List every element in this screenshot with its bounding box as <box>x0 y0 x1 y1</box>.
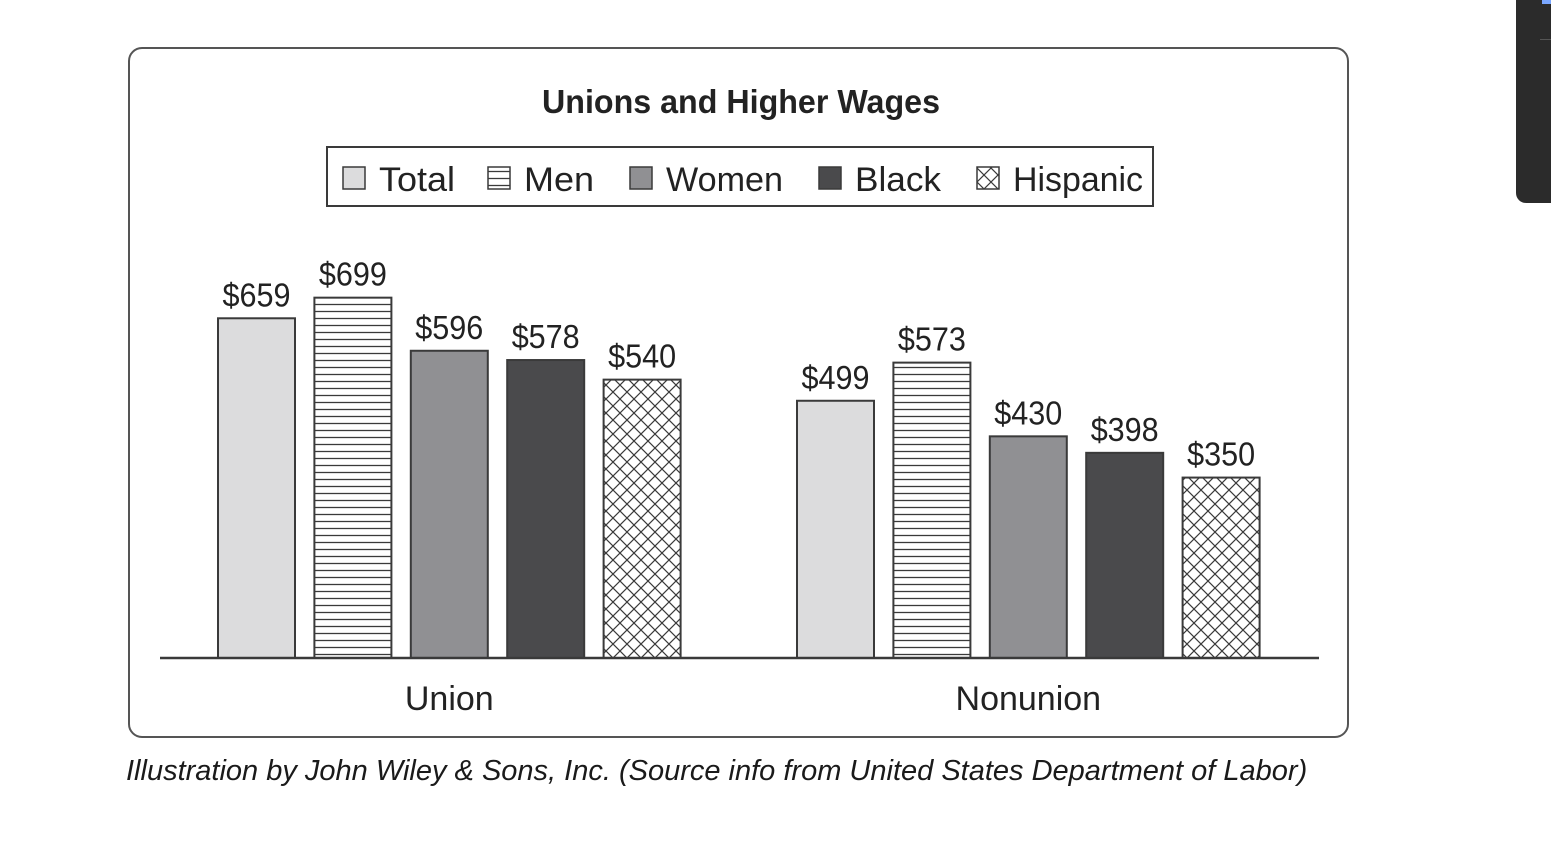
bar-union-hispanic <box>602 378 682 659</box>
bar-union-men <box>313 296 393 659</box>
value-label-union-men: $699 <box>319 256 387 293</box>
bar-nonunion-total <box>796 399 875 659</box>
bar-union-total <box>217 317 296 659</box>
category-labels-layer: Union Nonunion <box>405 680 1101 718</box>
category-label-union: Union <box>405 680 494 718</box>
bar-nonunion-hispanic <box>1181 476 1261 660</box>
legend-swatch-hispanic <box>976 166 1000 190</box>
side-panel-link[interactable] <box>1542 0 1551 4</box>
bar-union-women <box>409 349 489 659</box>
legend-label-men: Men <box>524 161 594 199</box>
legend-swatch-black <box>818 166 842 190</box>
side-panel[interactable] <box>1516 0 1551 203</box>
value-labels-layer: $659 $699 $596 $578 $540 $499 $573 $430 $398 $350 <box>223 256 1256 473</box>
value-label-nonunion-hispanic: $350 <box>1187 436 1255 473</box>
legend-label-hispanic: Hispanic <box>1013 161 1143 199</box>
bar-nonunion-black <box>1085 451 1165 659</box>
legend-label-women: Women <box>666 161 783 199</box>
chart-card: Unions and Higher Wages Total Men Women Bla… <box>128 47 1349 738</box>
bar-nonunion-men <box>892 361 972 659</box>
legend-box <box>326 146 1154 207</box>
bars-layer <box>217 296 1261 660</box>
legend-swatch-total <box>342 166 366 190</box>
figure-caption: Illustration by John Wiley & Sons, Inc. … <box>126 755 1308 787</box>
side-panel-divider <box>1540 39 1551 40</box>
chart-title: Unions and Higher Wages <box>542 83 940 120</box>
value-label-union-total: $659 <box>223 276 291 313</box>
chart-legend: Total Men Women Black Hispanic <box>326 146 1154 207</box>
legend-label-total: Total <box>379 161 455 199</box>
legend-swatch-men <box>487 166 511 190</box>
value-label-union-black: $578 <box>512 318 580 355</box>
value-label-nonunion-men: $573 <box>898 321 966 358</box>
bar-nonunion-women <box>988 435 1068 659</box>
value-label-nonunion-black: $398 <box>1091 411 1159 448</box>
legend-label-black: Black <box>855 161 942 199</box>
bar-chart: Unions and Higher Wages Total Men Women Bla… <box>160 83 1319 718</box>
cropped-heading-fragment <box>290 0 750 6</box>
category-label-nonunion: Nonunion <box>956 680 1102 718</box>
legend-swatch-women <box>629 166 653 190</box>
value-label-nonunion-women: $430 <box>994 394 1062 431</box>
value-label-nonunion-total: $499 <box>802 359 870 396</box>
value-label-union-women: $596 <box>415 309 483 346</box>
bar-union-black <box>506 359 586 659</box>
value-label-union-hispanic: $540 <box>608 338 676 375</box>
